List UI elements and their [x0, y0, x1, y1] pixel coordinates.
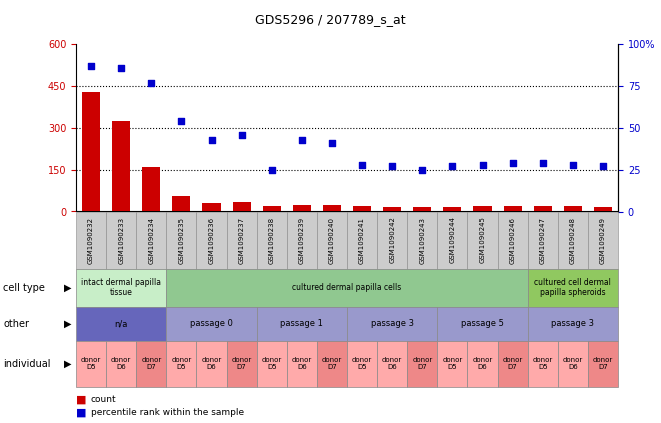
Bar — [82, 92, 100, 212]
Point — [568, 161, 578, 168]
Text: count: count — [91, 395, 116, 404]
Text: donor
D6: donor D6 — [111, 357, 132, 370]
Text: donor
D6: donor D6 — [473, 357, 492, 370]
Bar — [564, 206, 582, 212]
Point — [206, 136, 217, 143]
Text: passage 5: passage 5 — [461, 319, 504, 328]
Text: cultured dermal papilla cells: cultured dermal papilla cells — [292, 283, 402, 292]
Point — [477, 161, 488, 168]
Text: GSM1090243: GSM1090243 — [419, 217, 425, 264]
Point — [598, 163, 608, 170]
Bar — [142, 167, 161, 212]
Text: passage 1: passage 1 — [280, 319, 323, 328]
Bar — [262, 206, 281, 212]
Text: GSM1090241: GSM1090241 — [359, 217, 365, 264]
Text: donor
D6: donor D6 — [292, 357, 312, 370]
Text: GSM1090246: GSM1090246 — [510, 217, 516, 264]
Text: donor
D7: donor D7 — [141, 357, 161, 370]
Text: donor
D6: donor D6 — [382, 357, 403, 370]
Text: GSM1090247: GSM1090247 — [540, 217, 546, 264]
Text: cell type: cell type — [3, 283, 45, 293]
Text: ▶: ▶ — [64, 283, 72, 293]
Text: GSM1090238: GSM1090238 — [269, 217, 275, 264]
Point — [357, 161, 368, 168]
Text: donor
D7: donor D7 — [231, 357, 252, 370]
Text: individual: individual — [3, 359, 51, 369]
Text: GSM1090248: GSM1090248 — [570, 217, 576, 264]
Point — [116, 64, 126, 71]
Text: passage 3: passage 3 — [371, 319, 414, 328]
Text: GSM1090234: GSM1090234 — [148, 217, 154, 264]
Bar — [533, 206, 552, 212]
Point — [417, 166, 428, 173]
Point — [447, 163, 457, 170]
Text: GSM1090237: GSM1090237 — [239, 217, 245, 264]
Text: GSM1090240: GSM1090240 — [329, 217, 335, 264]
Bar — [173, 196, 190, 212]
Text: donor
D6: donor D6 — [563, 357, 583, 370]
Text: ■: ■ — [76, 395, 87, 405]
Text: donor
D5: donor D5 — [533, 357, 553, 370]
Bar — [323, 206, 341, 212]
Text: GSM1090239: GSM1090239 — [299, 217, 305, 264]
Point — [387, 163, 397, 170]
Text: n/a: n/a — [114, 319, 128, 328]
Text: donor
D7: donor D7 — [322, 357, 342, 370]
Text: donor
D5: donor D5 — [352, 357, 372, 370]
Point — [537, 159, 548, 166]
Bar — [383, 207, 401, 212]
Text: GSM1090236: GSM1090236 — [208, 217, 215, 264]
Point — [508, 159, 518, 166]
Text: ▶: ▶ — [64, 359, 72, 369]
Point — [176, 118, 186, 125]
Text: donor
D5: donor D5 — [81, 357, 101, 370]
Point — [86, 63, 97, 69]
Text: donor
D7: donor D7 — [593, 357, 613, 370]
Text: donor
D7: donor D7 — [412, 357, 432, 370]
Text: GSM1090245: GSM1090245 — [479, 217, 486, 264]
Text: GDS5296 / 207789_s_at: GDS5296 / 207789_s_at — [255, 13, 406, 26]
Text: donor
D5: donor D5 — [262, 357, 282, 370]
Bar — [233, 202, 251, 212]
Text: GSM1090242: GSM1090242 — [389, 217, 395, 264]
Point — [327, 140, 337, 146]
Text: ■: ■ — [76, 407, 87, 418]
Bar — [112, 121, 130, 212]
Text: percentile rank within the sample: percentile rank within the sample — [91, 408, 244, 417]
Text: passage 3: passage 3 — [551, 319, 594, 328]
Text: GSM1090244: GSM1090244 — [449, 217, 455, 264]
Bar — [353, 206, 371, 212]
Text: GSM1090233: GSM1090233 — [118, 217, 124, 264]
Bar — [202, 203, 221, 212]
Text: intact dermal papilla
tissue: intact dermal papilla tissue — [81, 278, 161, 297]
Text: donor
D5: donor D5 — [442, 357, 463, 370]
Bar — [293, 205, 311, 212]
Bar — [594, 207, 612, 212]
Text: GSM1090235: GSM1090235 — [178, 217, 184, 264]
Bar — [473, 206, 492, 212]
Text: donor
D6: donor D6 — [202, 357, 221, 370]
Text: GSM1090249: GSM1090249 — [600, 217, 606, 264]
Text: ▶: ▶ — [64, 319, 72, 329]
Point — [237, 131, 247, 138]
Text: GSM1090232: GSM1090232 — [88, 217, 94, 264]
Point — [266, 166, 277, 173]
Point — [297, 136, 307, 143]
Bar — [413, 207, 432, 212]
Point — [146, 80, 157, 86]
Bar — [444, 207, 461, 212]
Text: donor
D7: donor D7 — [502, 357, 523, 370]
Text: other: other — [3, 319, 29, 329]
Text: cultured cell dermal
papilla spheroids: cultured cell dermal papilla spheroids — [535, 278, 611, 297]
Bar — [504, 206, 522, 212]
Text: passage 0: passage 0 — [190, 319, 233, 328]
Text: donor
D5: donor D5 — [171, 357, 192, 370]
